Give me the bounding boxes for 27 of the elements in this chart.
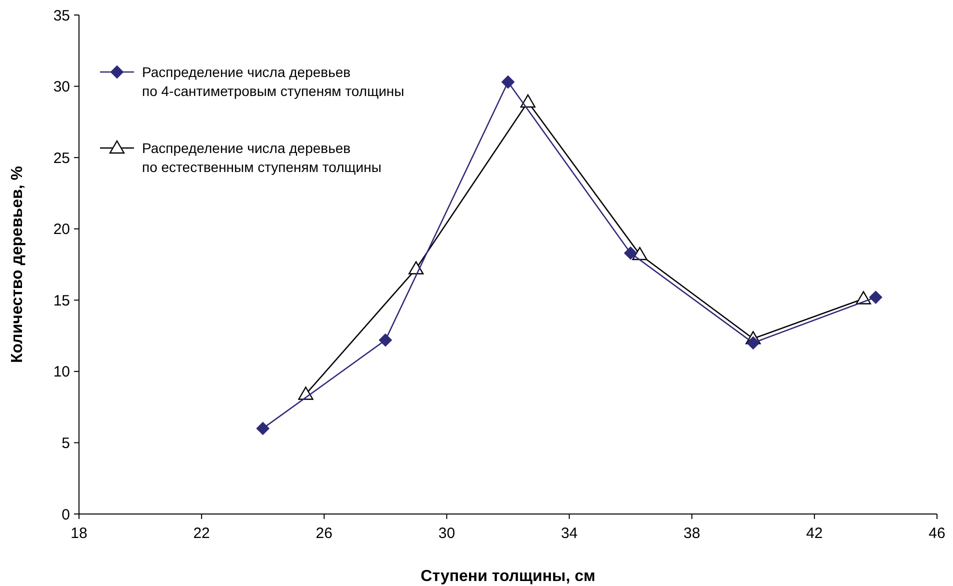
x-tick-label: 38	[684, 525, 700, 542]
x-tick-label: 18	[70, 525, 88, 542]
x-axis-title: Ступени толщины, см	[420, 568, 596, 585]
x-tick-label: 46	[928, 525, 946, 542]
point	[520, 94, 536, 108]
y-tick-label: 20	[53, 221, 70, 238]
y-tick-label: 30	[53, 78, 70, 96]
legend-label: Распределение числа деревьев по естественным ступеням толщины	[142, 140, 382, 175]
x-tick-label: 42	[806, 525, 823, 542]
x-tick-label: 34	[560, 525, 578, 542]
y-tick-label: 0	[62, 506, 70, 524]
y-tick-label: 5	[62, 434, 70, 452]
y-tick-label: 15	[53, 292, 70, 310]
y-tick-label: 35	[53, 7, 70, 24]
point	[502, 76, 514, 89]
y-tick-label: 25	[53, 150, 70, 167]
x-tick-label: 22	[193, 525, 210, 542]
y-axis-title: Количество деревьев, %	[9, 166, 26, 363]
legend-label: Распределение числа деревьев по 4-сантиметровым ступеням толщины	[142, 64, 404, 99]
point	[746, 336, 760, 350]
point	[869, 290, 882, 304]
point	[378, 334, 392, 347]
point	[624, 246, 638, 260]
x-tick-label: 30	[438, 525, 456, 542]
point	[256, 422, 270, 435]
x-tick-label: 26	[316, 525, 332, 542]
y-tick-label: 10	[53, 364, 70, 381]
